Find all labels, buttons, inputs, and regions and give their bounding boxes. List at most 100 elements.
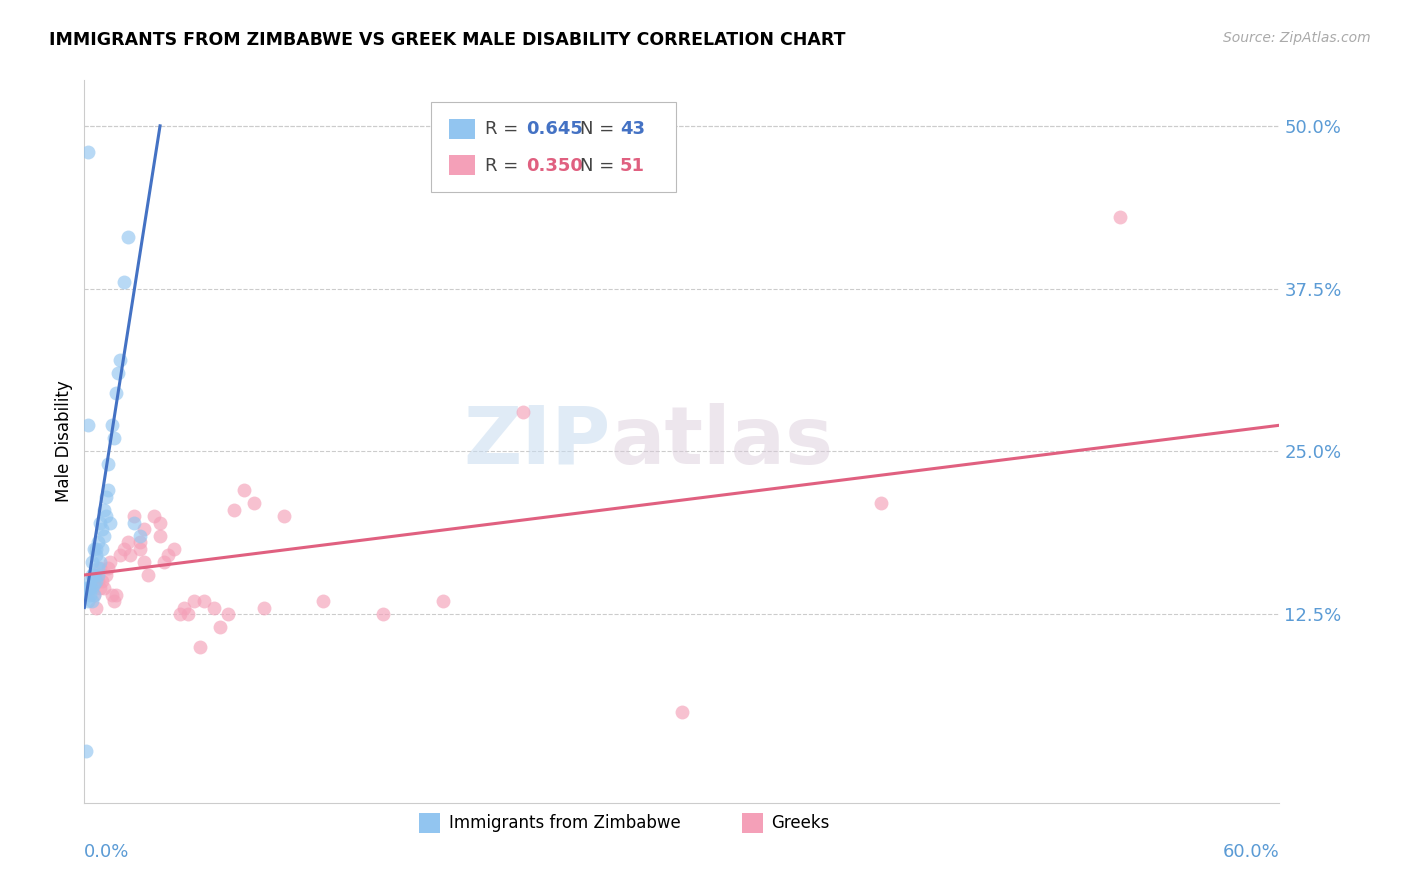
Text: IMMIGRANTS FROM ZIMBABWE VS GREEK MALE DISABILITY CORRELATION CHART: IMMIGRANTS FROM ZIMBABWE VS GREEK MALE D…: [49, 31, 846, 49]
Point: [253, 600, 276, 615]
Point: [188, 640, 211, 654]
Point: [129, 541, 152, 556]
Point: [432, 594, 454, 608]
Point: [82, 594, 104, 608]
Point: [97, 458, 120, 472]
Point: [77, 594, 100, 608]
Point: [373, 607, 395, 621]
Point: [169, 607, 191, 621]
Point: [163, 541, 186, 556]
Point: [89, 581, 111, 595]
Point: [132, 523, 156, 537]
Point: [193, 594, 215, 608]
Point: [87, 561, 110, 575]
Point: [77, 418, 100, 433]
Point: [83, 587, 105, 601]
Point: [97, 561, 120, 575]
Point: [79, 574, 101, 589]
Point: [77, 145, 100, 159]
Point: [870, 496, 893, 510]
Point: [117, 229, 139, 244]
Bar: [449, 119, 475, 139]
Bar: [419, 813, 440, 833]
Point: [97, 483, 120, 498]
Point: [83, 577, 105, 591]
Text: 43: 43: [620, 120, 645, 138]
Point: [122, 509, 145, 524]
Text: Source: ZipAtlas.com: Source: ZipAtlas.com: [1223, 31, 1371, 45]
Point: [93, 581, 115, 595]
Point: [103, 431, 125, 445]
Point: [87, 535, 110, 549]
Point: [143, 509, 166, 524]
Point: [93, 503, 115, 517]
Point: [132, 555, 156, 569]
Point: [82, 568, 104, 582]
Point: [177, 607, 200, 621]
Point: [117, 535, 139, 549]
Point: [86, 549, 108, 563]
Point: [217, 607, 239, 621]
Text: atlas: atlas: [610, 402, 834, 481]
Point: [75, 581, 97, 595]
Point: [112, 275, 135, 289]
Point: [232, 483, 254, 498]
Point: [79, 587, 101, 601]
Point: [671, 705, 693, 719]
Point: [98, 555, 121, 569]
Point: [83, 541, 105, 556]
Point: [82, 581, 104, 595]
FancyBboxPatch shape: [432, 102, 676, 193]
Point: [83, 587, 105, 601]
Point: [107, 366, 129, 380]
Point: [96, 490, 118, 504]
Point: [273, 509, 295, 524]
Text: 0.645: 0.645: [527, 120, 583, 138]
Text: ZIP: ZIP: [463, 402, 610, 481]
Point: [129, 529, 152, 543]
Point: [208, 620, 231, 634]
Text: 51: 51: [620, 156, 645, 175]
Point: [173, 600, 195, 615]
Point: [105, 587, 128, 601]
Text: 0.0%: 0.0%: [84, 843, 129, 861]
Point: [110, 549, 132, 563]
Point: [89, 555, 111, 569]
Text: 0.350: 0.350: [527, 156, 583, 175]
Point: [103, 594, 125, 608]
Point: [149, 529, 172, 543]
Point: [83, 568, 105, 582]
Point: [110, 353, 132, 368]
Point: [222, 503, 245, 517]
Point: [312, 594, 335, 608]
Y-axis label: Male Disability: Male Disability: [55, 381, 73, 502]
Point: [79, 581, 101, 595]
Point: [89, 561, 111, 575]
Point: [86, 541, 108, 556]
Point: [93, 529, 115, 543]
Point: [96, 568, 118, 582]
Point: [91, 541, 114, 556]
Point: [87, 568, 110, 582]
Point: [101, 587, 124, 601]
Point: [89, 516, 111, 530]
Text: R =: R =: [485, 156, 523, 175]
Point: [112, 541, 135, 556]
Point: [86, 574, 108, 589]
Point: [98, 516, 121, 530]
Point: [79, 581, 101, 595]
Text: Greeks: Greeks: [772, 814, 830, 832]
Text: 60.0%: 60.0%: [1223, 843, 1279, 861]
Point: [82, 555, 104, 569]
Point: [86, 600, 108, 615]
Text: R =: R =: [485, 120, 523, 138]
Bar: [742, 813, 763, 833]
Point: [87, 574, 110, 589]
Point: [202, 600, 225, 615]
Point: [96, 509, 118, 524]
Point: [183, 594, 205, 608]
Point: [91, 574, 114, 589]
Point: [101, 418, 124, 433]
Point: [512, 405, 534, 419]
Point: [242, 496, 264, 510]
